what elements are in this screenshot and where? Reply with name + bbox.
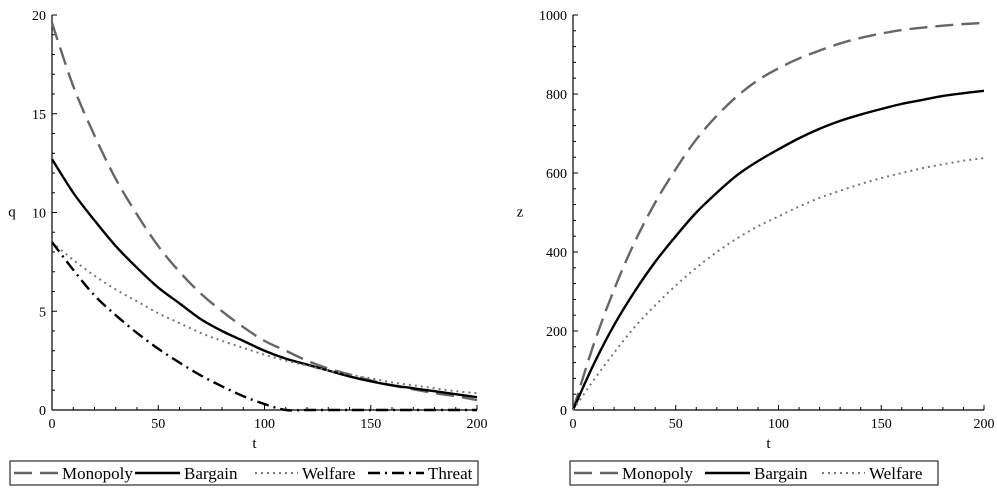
- x-tick-label: 200: [467, 417, 488, 432]
- x-tick-label: 0: [570, 417, 577, 432]
- legend-label-monopoly: Monopoly: [622, 464, 693, 483]
- y-tick-label: 400: [546, 246, 567, 261]
- legend-box: [569, 460, 939, 486]
- x-axis-label: t: [252, 436, 257, 452]
- series-line-welfare: [572, 156, 985, 411]
- legend-label-monopoly: Monopoly: [62, 464, 133, 483]
- y-tick-label: 0: [39, 404, 46, 419]
- y-tick-label: 20: [32, 9, 46, 24]
- x-tick-label: 50: [669, 417, 683, 432]
- x-axis-label: t: [766, 436, 771, 452]
- y-tick-label: 1000: [539, 9, 567, 24]
- y-axis-label: q: [8, 205, 16, 221]
- x-tick-label: 150: [360, 417, 381, 432]
- x-tick-label: 150: [871, 417, 892, 432]
- series-line-welfare: [51, 241, 478, 395]
- series-line-bargain: [50, 158, 478, 399]
- y-tick-label: 200: [546, 325, 567, 340]
- y-tick-label: 0: [560, 404, 567, 419]
- y-axis-label: z: [517, 205, 524, 221]
- chart-panel-z: 0 50 100 150 200 0 200 400 600 800 1000 t z Monopoly B…: [517, 9, 995, 486]
- series-line-threat: [51, 241, 477, 412]
- y-tick-label: 15: [32, 108, 46, 123]
- legend: Monopoly Bargain Welfare Threat: [9, 460, 479, 486]
- x-tick-label: 200: [974, 417, 995, 432]
- y-tick-label: 10: [32, 207, 46, 222]
- series-line-monopoly: [571, 21, 985, 411]
- y-tick-label: 800: [546, 88, 567, 103]
- legend-label-threat: Threat: [428, 464, 473, 483]
- x-tick-label: 50: [151, 417, 165, 432]
- series-line-monopoly: [50, 22, 478, 402]
- x-tick-label: 0: [49, 417, 56, 432]
- x-tick-label: 100: [254, 417, 275, 432]
- x-tick-label: 100: [768, 417, 789, 432]
- legend-label-bargain: Bargain: [184, 464, 238, 483]
- legend-label-welfare: Welfare: [869, 464, 922, 483]
- y-tick-label: 5: [39, 305, 46, 320]
- legend-label-welfare: Welfare: [302, 464, 355, 483]
- chart-panel-q: 0 50 100 150 200 0 5 10 15 20 t q Monopoly Bargain Wel…: [8, 9, 488, 486]
- legend: Monopoly Bargain Welfare: [569, 460, 939, 486]
- series-line-bargain: [571, 89, 985, 411]
- legend-label-bargain: Bargain: [754, 464, 808, 483]
- y-tick-label: 600: [546, 167, 567, 182]
